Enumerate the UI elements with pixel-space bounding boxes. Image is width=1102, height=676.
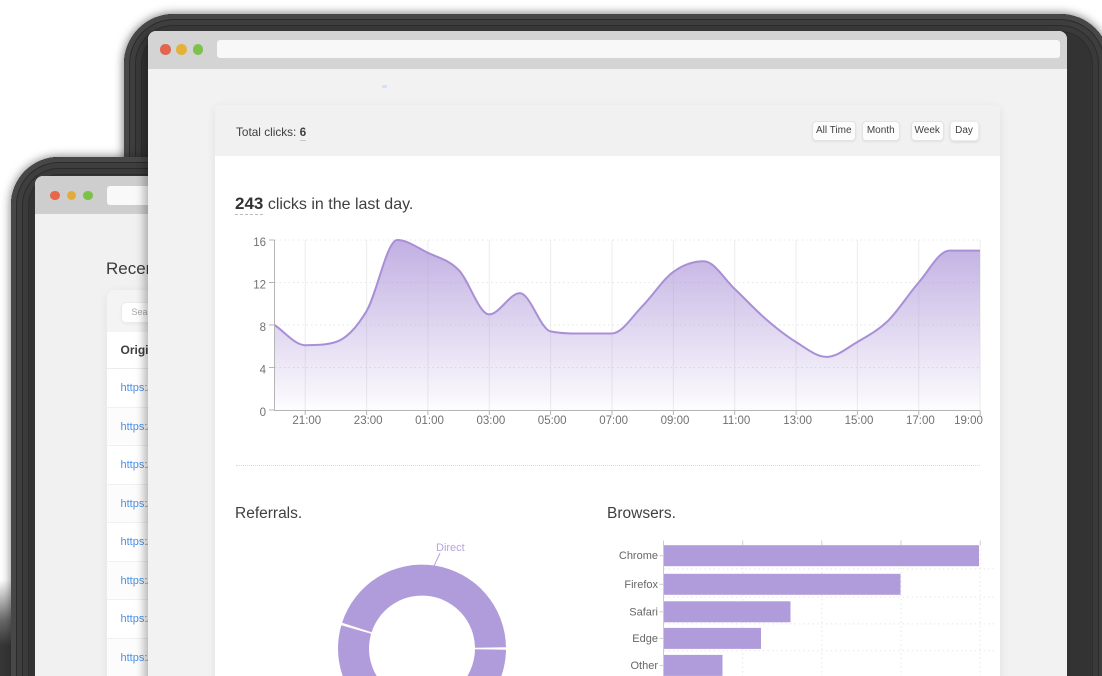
svg-text:19:00: 19:00 [954,415,983,427]
svg-text:13:00: 13:00 [783,415,812,427]
svg-text:Direct: Direct [436,542,465,554]
svg-text:8: 8 [260,322,266,334]
svg-text:17:00: 17:00 [906,415,935,427]
svg-text:Safari: Safari [629,606,658,618]
svg-text:09:00: 09:00 [661,415,690,427]
svg-text:0: 0 [260,407,266,419]
svg-text:Other: Other [630,660,658,672]
svg-text:16: 16 [253,237,266,249]
svg-text:Firefox: Firefox [624,579,658,591]
svg-text:11:00: 11:00 [722,415,750,427]
svg-text:03:00: 03:00 [477,415,506,427]
svg-text:Chrome: Chrome [619,550,658,562]
svg-text:05:00: 05:00 [538,415,567,427]
svg-text:Edge: Edge [632,633,658,645]
svg-text:07:00: 07:00 [599,415,628,427]
svg-text:4: 4 [260,365,267,377]
svg-text:12: 12 [253,280,266,292]
svg-text:15:00: 15:00 [845,415,874,427]
svg-text:23:00: 23:00 [354,415,383,427]
svg-text:01:00: 01:00 [415,415,444,427]
svg-text:21:00: 21:00 [292,415,321,427]
